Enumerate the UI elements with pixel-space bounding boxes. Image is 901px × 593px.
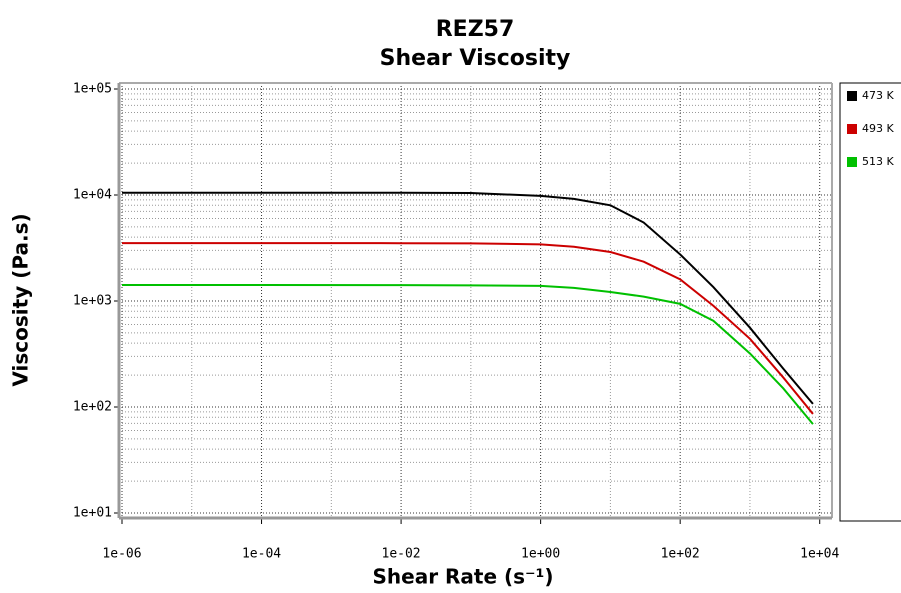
y-tick-label: 1e+05 bbox=[73, 82, 112, 97]
x-tick-label: 1e+04 bbox=[800, 547, 839, 562]
x-tick-label: 1e-04 bbox=[242, 547, 281, 562]
legend-swatch bbox=[847, 124, 857, 134]
x-tick-label: 1e-02 bbox=[382, 547, 421, 562]
y-tick-label: 1e+01 bbox=[73, 506, 112, 521]
x-tick-label: 1e+02 bbox=[661, 547, 700, 562]
legend-swatch bbox=[847, 157, 857, 167]
chart-subtitle: Shear Viscosity bbox=[380, 46, 571, 71]
x-tick-label: 1e+00 bbox=[521, 547, 560, 562]
series-line bbox=[122, 242, 814, 415]
legend-box bbox=[839, 82, 901, 522]
y-tick-label: 1e+03 bbox=[73, 294, 112, 309]
series-line bbox=[122, 284, 814, 425]
legend-label: 513 K bbox=[862, 155, 894, 168]
legend-label: 473 K bbox=[862, 89, 894, 102]
chart-title: REZ57 bbox=[436, 17, 515, 42]
series-line bbox=[122, 191, 814, 405]
y-tick-label: 1e+02 bbox=[73, 400, 112, 415]
y-axis-label: Viscosity (Pa.s) bbox=[9, 213, 33, 386]
x-tick-label: 1e-06 bbox=[102, 547, 141, 562]
legend-swatch bbox=[847, 91, 857, 101]
x-axis-label: Shear Rate (s⁻¹) bbox=[372, 565, 553, 589]
legend-label: 493 K bbox=[862, 122, 894, 135]
y-tick-label: 1e+04 bbox=[73, 188, 112, 203]
